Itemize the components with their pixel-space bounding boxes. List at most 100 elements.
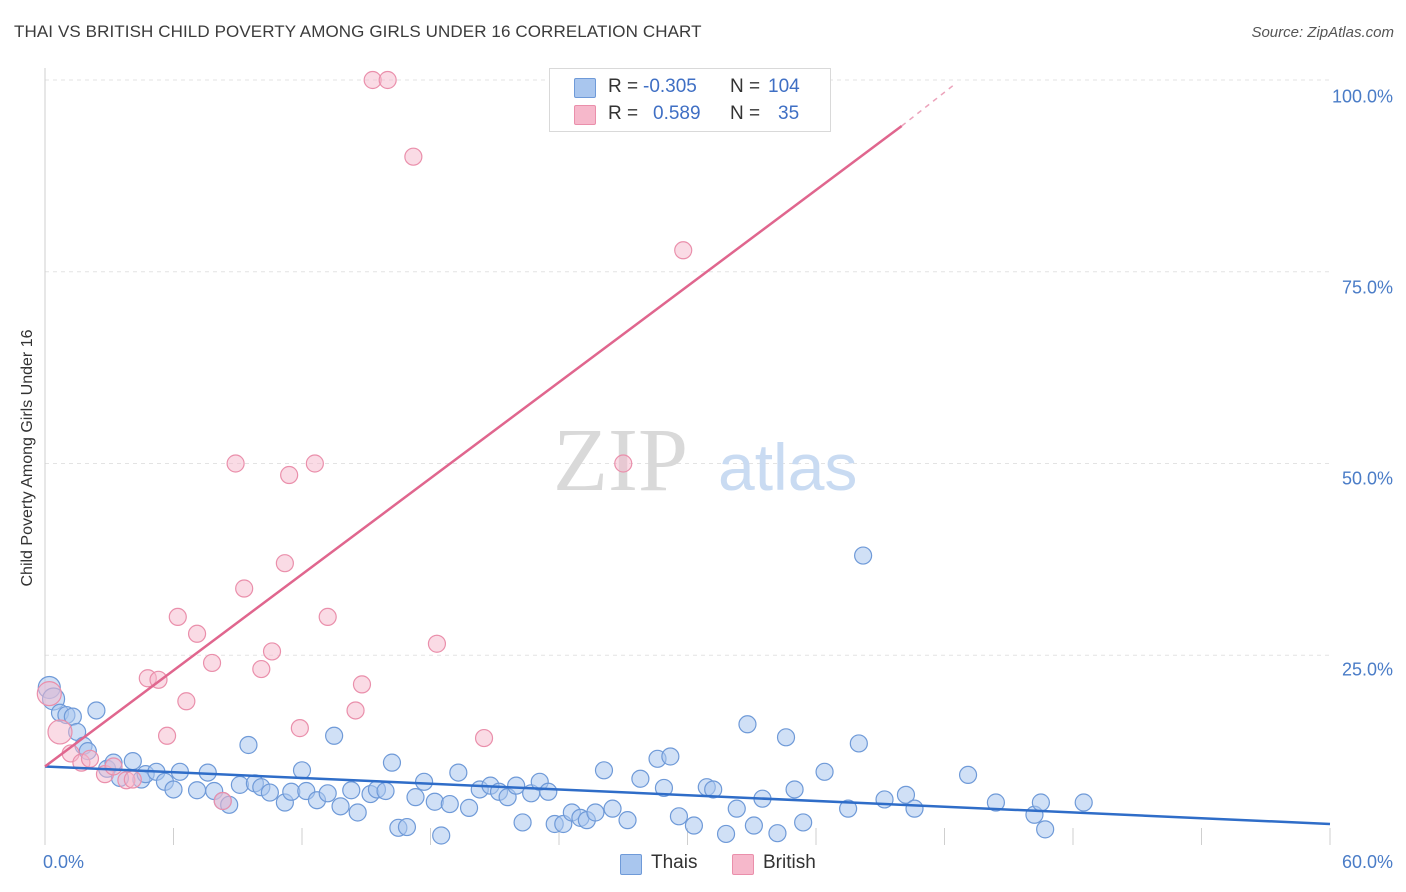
correlation-legend: R = -0.305 N = 104 R = 0.589 N = 35	[549, 68, 831, 132]
british-point	[252, 659, 271, 679]
british-trend-extension	[901, 83, 956, 127]
bottom-legend-british-label: British	[763, 852, 816, 873]
british-point	[202, 653, 222, 673]
thais-point	[586, 803, 605, 822]
thais-point	[1031, 793, 1050, 812]
thais-point	[684, 816, 704, 835]
thais-point	[768, 824, 787, 843]
british-n-value: 35	[778, 103, 800, 124]
british-point	[352, 675, 372, 694]
thais-point	[738, 715, 757, 734]
thais-point	[397, 817, 417, 837]
british-point	[168, 607, 187, 627]
thais-point	[459, 798, 479, 817]
thais-point	[87, 701, 106, 720]
british-point	[290, 719, 309, 738]
thais-point	[744, 816, 763, 835]
thais-point	[331, 797, 350, 816]
thais-point	[513, 813, 532, 832]
thais-point	[292, 761, 312, 780]
british-r-label: R =	[608, 103, 639, 124]
source-credit: Source: ZipAtlas.com	[1251, 24, 1394, 41]
thais-n-value: 104	[768, 76, 800, 97]
thais-point	[594, 761, 614, 780]
thais-point	[376, 781, 395, 801]
thais-point	[164, 780, 183, 799]
x-tick-max: 60.0%	[1341, 852, 1393, 872]
british-point	[187, 624, 207, 643]
thais-point	[1074, 793, 1093, 812]
thais-point	[631, 769, 650, 788]
thais-point	[854, 546, 873, 565]
british-point	[213, 791, 232, 811]
british-point	[275, 554, 294, 573]
thais-r-label: R =	[608, 76, 639, 97]
british-point	[177, 692, 196, 711]
thais-point	[618, 811, 637, 830]
bottom-legend-thais-swatch	[620, 854, 642, 875]
thais-point	[260, 783, 279, 802]
thais-point	[1036, 820, 1055, 839]
thais-point	[603, 799, 622, 818]
bottom-legend-british-swatch	[732, 854, 754, 875]
british-r-value: 0.589	[653, 103, 701, 124]
thais-point	[449, 763, 468, 782]
bottom-legend-thais-label: Thais	[651, 852, 698, 873]
thais-point	[794, 813, 813, 832]
thais-point	[704, 780, 723, 799]
british-point	[104, 757, 123, 776]
british-point	[674, 241, 693, 260]
thais-point	[440, 794, 459, 814]
thais-point	[896, 785, 916, 804]
british-point	[427, 634, 447, 653]
thais-point	[839, 799, 858, 818]
thais-point	[432, 826, 451, 845]
thais-point	[661, 747, 680, 766]
british-point	[36, 680, 62, 707]
british-point	[474, 728, 494, 748]
british-point	[226, 454, 245, 473]
thais-point	[654, 778, 674, 798]
thais-point	[342, 781, 361, 800]
legend-row-thais: R = -0.305 N = 104	[550, 74, 830, 100]
thais-point	[986, 793, 1006, 812]
british-point	[404, 147, 423, 166]
thais-point	[382, 753, 402, 772]
thais-point	[123, 751, 142, 771]
thais-point	[348, 803, 367, 822]
thais-point	[230, 775, 249, 794]
british-point	[280, 465, 299, 485]
british-trend-line	[44, 125, 903, 768]
thais-r-value: -0.305	[643, 76, 697, 97]
y-tick-25: 25.0%	[1341, 659, 1393, 680]
thais-point	[425, 792, 444, 811]
british-n-label: N =	[730, 103, 761, 124]
thais-point	[325, 726, 344, 745]
thais-point	[785, 780, 804, 799]
thais-point	[776, 728, 796, 747]
thais-point	[849, 734, 868, 753]
y-tick-100: 100.0%	[1331, 86, 1393, 107]
british-point	[262, 642, 282, 661]
thais-point	[318, 784, 337, 803]
thais-point	[727, 799, 746, 818]
thais-point	[239, 735, 258, 755]
british-point	[123, 770, 142, 789]
thais-point	[905, 799, 924, 818]
british-point	[305, 454, 324, 473]
thais-point	[716, 824, 736, 844]
thais-point	[958, 765, 978, 785]
thais-point	[539, 782, 558, 801]
british-point	[614, 454, 633, 473]
british-swatch	[574, 105, 596, 125]
thais-trend-line	[44, 765, 1331, 826]
thais-point	[507, 776, 526, 795]
british-point	[157, 726, 177, 745]
thais-swatch	[574, 78, 596, 98]
thais-point	[406, 788, 425, 807]
thais-point	[669, 807, 689, 826]
thais-n-label: N =	[730, 76, 761, 97]
british-point	[318, 607, 337, 627]
y-tick-75: 75.0%	[1341, 277, 1393, 298]
